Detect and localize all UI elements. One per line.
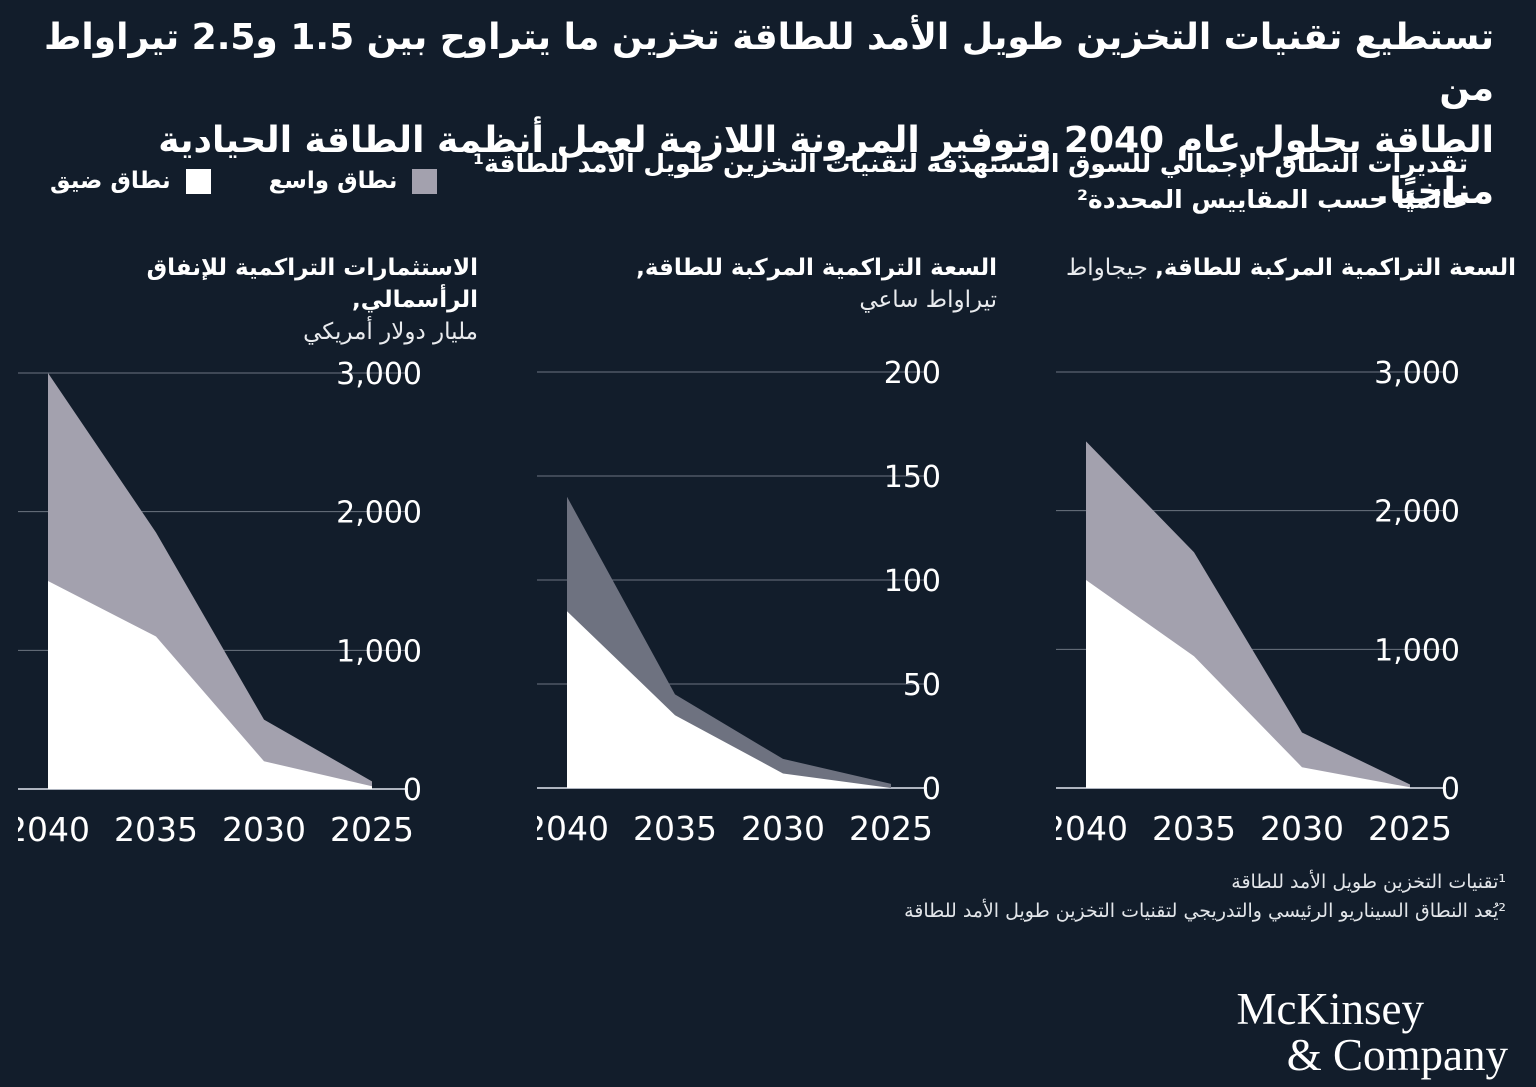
page-title-line-1: تستطيع تقنيات التخزين طويل الأمد للطاقة … bbox=[44, 17, 1494, 110]
x-axis-label: 2040 bbox=[18, 810, 90, 849]
chart-subtitle: تقديرات النطاق الإجمالي للسوق المستهدفة … bbox=[420, 146, 1468, 217]
x-axis-label: 2035 bbox=[114, 810, 198, 849]
mckinsey-logo: McKinsey & Company bbox=[1236, 984, 1508, 1081]
legend-item-wide-range: نطاق واسع bbox=[269, 168, 438, 194]
y-axis-label: 2,000 bbox=[1374, 495, 1460, 530]
narrow-range-swatch-icon bbox=[185, 168, 211, 194]
chart-unit-label: مليار دولار أمريكي bbox=[303, 319, 478, 346]
y-axis-label: 150 bbox=[884, 460, 941, 495]
chart-subtitle-line-2: عالميًا حسب المقاييس المحددة² bbox=[1077, 184, 1468, 214]
y-axis-label: 1,000 bbox=[336, 634, 422, 669]
chart-right: السعة التراكمية المركبة للطاقة, جيجاواط 3… bbox=[1056, 252, 1516, 849]
narrow-range-area bbox=[48, 580, 372, 789]
chart-subtitle-line-1: تقديرات النطاق الإجمالي للسوق المستهدفة … bbox=[473, 149, 1468, 178]
footnote-2: ²يُعد النطاق السيناريو الرئيسي والتدريجي… bbox=[904, 900, 1506, 923]
x-axis-label: 2035 bbox=[1152, 809, 1236, 848]
mckinsey-logo-line-1: McKinsey bbox=[1236, 984, 1424, 1035]
y-axis-label: 3,000 bbox=[1374, 356, 1460, 391]
x-axis-label: 2025 bbox=[1368, 809, 1452, 848]
footnote-1: ¹تقنيات التخزين طويل الأمد للطاقة bbox=[1231, 871, 1506, 893]
y-axis-label: 2,000 bbox=[336, 495, 422, 530]
area-chart-left: 3,000 2,000 1,000 0 2040 2035 2030 2025 bbox=[18, 357, 422, 849]
wide-range-swatch-icon bbox=[412, 168, 438, 194]
chart-middle: السعة التراكمية المركبة للطاقة, تيراواط س… bbox=[537, 252, 997, 849]
chart-title-right: السعة التراكمية المركبة للطاقة, جيجاواط bbox=[1056, 252, 1516, 348]
y-axis-label: 100 bbox=[884, 564, 941, 599]
chart-title-middle: السعة التراكمية المركبة للطاقة, تيراواط س… bbox=[537, 252, 997, 348]
mckinsey-logo-line-2: & Company bbox=[1286, 1030, 1508, 1081]
narrow-range-area bbox=[567, 611, 891, 788]
legend-label-narrow-range: نطاق ضيق bbox=[50, 168, 171, 194]
chart-title-text: الاستثمارات التراكمية للإنفاق الرأسمالي, bbox=[146, 255, 478, 314]
legend-item-narrow-range: نطاق ضيق bbox=[50, 168, 211, 194]
x-axis-label: 2040 bbox=[1056, 809, 1128, 848]
x-axis-label: 2030 bbox=[741, 809, 825, 848]
x-axis-label: 2025 bbox=[849, 809, 933, 848]
area-chart-right: 3,000 2,000 1,000 0 2040 2035 2030 2025 bbox=[1056, 356, 1460, 848]
legend: نطاق واسع نطاق ضيق bbox=[50, 168, 438, 194]
chart-title-text: السعة التراكمية المركبة للطاقة, bbox=[636, 255, 997, 281]
chart-left: الاستثمارات التراكمية للإنفاق الرأسمالي,… bbox=[18, 252, 478, 849]
x-axis-label: 2035 bbox=[633, 809, 717, 848]
chart-title-text: السعة التراكمية المركبة للطاقة, bbox=[1155, 255, 1516, 281]
y-axis-label: 1,000 bbox=[1374, 633, 1460, 668]
x-axis-label: 2040 bbox=[537, 809, 609, 848]
chart-unit-label: تيراواط ساعي bbox=[859, 287, 997, 314]
x-axis-label: 2030 bbox=[1260, 809, 1344, 848]
charts-row: السعة التراكمية المركبة للطاقة, جيجاواط 3… bbox=[0, 252, 1536, 849]
x-axis-label: 2025 bbox=[330, 810, 414, 849]
chart-title-left: الاستثمارات التراكمية للإنفاق الرأسمالي,… bbox=[18, 252, 478, 349]
y-axis-label: 3,000 bbox=[336, 357, 422, 392]
narrow-range-area bbox=[1086, 580, 1410, 788]
y-axis-label: 0 bbox=[1441, 772, 1460, 807]
chart-unit-label: جيجاواط bbox=[1066, 255, 1156, 281]
page-title-line-2: الطاقة بحلول عام 2040 وتوفير المرونة الل… bbox=[158, 119, 1494, 213]
y-axis-label: 50 bbox=[903, 668, 941, 703]
x-axis-label: 2030 bbox=[222, 810, 306, 849]
page-title: تستطيع تقنيات التخزين طويل الأمد للطاقة … bbox=[40, 12, 1494, 218]
y-axis-label: 0 bbox=[403, 773, 422, 808]
footnotes: ¹تقنيات التخزين طويل الأمد للطاقة ²يُعد … bbox=[400, 868, 1506, 927]
area-chart-middle: 200 150 100 50 0 2040 2035 2030 2025 bbox=[537, 356, 941, 848]
y-axis-label: 0 bbox=[922, 772, 941, 807]
legend-label-wide-range: نطاق واسع bbox=[268, 168, 398, 194]
y-axis-label: 200 bbox=[884, 356, 941, 391]
